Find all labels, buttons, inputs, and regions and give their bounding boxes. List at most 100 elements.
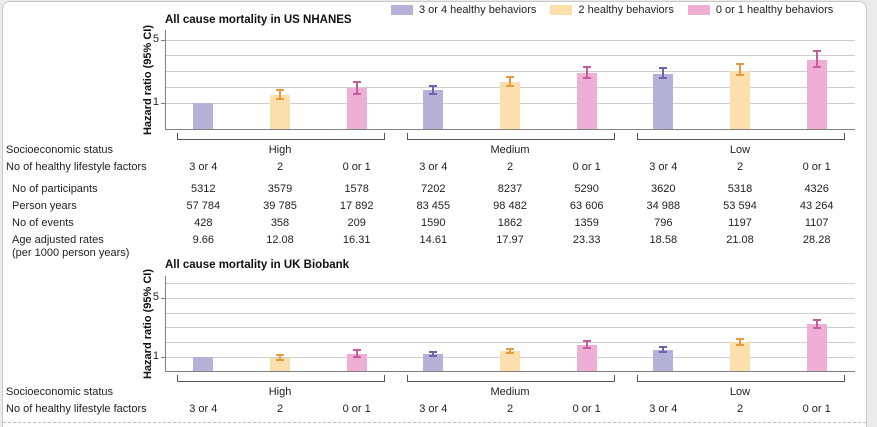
hr-bar xyxy=(423,90,444,130)
ci-cap-top xyxy=(659,67,668,70)
ci-cap-top xyxy=(506,347,514,350)
x-axis-line xyxy=(165,129,855,130)
ci-cap-top xyxy=(352,349,361,351)
legend-swatch-icon xyxy=(391,5,413,15)
ci-whisker xyxy=(355,350,358,357)
table-cell: 1590 xyxy=(421,217,446,229)
table-cell: 0 or 1 xyxy=(342,403,371,415)
ci-cap-bottom xyxy=(736,74,744,77)
hr-bar xyxy=(346,88,367,130)
table-cell: 1197 xyxy=(728,217,752,229)
ci-cap-bottom xyxy=(582,76,591,79)
legend-label: 3 or 4 healthy behaviors xyxy=(419,4,537,16)
ci-cap-top xyxy=(429,351,438,354)
table-cell: 0 or 1 xyxy=(572,161,601,173)
ci-cap-bottom xyxy=(506,352,514,355)
ci-cap-top xyxy=(506,75,514,78)
ci-cap-top xyxy=(352,80,361,83)
group-bracket-high xyxy=(177,133,385,140)
table-cell: 5312 xyxy=(191,183,216,195)
table-cell: 3 or 4 xyxy=(649,403,678,415)
table-cell: 3620 xyxy=(651,183,676,195)
group-bracket-medium xyxy=(407,133,615,140)
chart-title-uk-biobank: All cause mortality in UK Biobank xyxy=(165,259,350,271)
hr-bar xyxy=(270,94,290,130)
table-cell: 12.08 xyxy=(266,234,294,246)
group-bracket-low xyxy=(637,375,845,382)
table-cell: 1359 xyxy=(574,217,599,229)
y-axis-tick xyxy=(161,39,165,41)
hr-bar xyxy=(423,354,444,372)
y-axis-label-uk-biobank: Hazard ratio (95% CI) xyxy=(142,268,154,380)
table-cell: 2 xyxy=(736,403,744,415)
ci-whisker xyxy=(739,64,741,76)
legend-label: 0 or 1 healthy behaviors xyxy=(715,4,834,16)
ci-whisker xyxy=(355,81,358,94)
legend-swatch-icon xyxy=(550,5,573,15)
gridline xyxy=(165,39,855,41)
ses-group-value: Medium xyxy=(490,386,530,398)
chart-legend: 3 or 4 healthy behaviors 2 healthy behavi… xyxy=(391,4,833,16)
table-cell: 0 or 1 xyxy=(572,403,601,415)
table-cell: 5290 xyxy=(574,183,599,195)
ci-cap-bottom xyxy=(582,346,591,349)
ci-cap-bottom xyxy=(276,359,284,362)
ci-cap-top xyxy=(582,339,591,342)
table-row-label: Socioeconomic status xyxy=(6,144,113,156)
table-cell: 0 or 1 xyxy=(342,161,371,173)
table-cell: 23.33 xyxy=(572,234,601,246)
table-cell: 3579 xyxy=(267,183,293,195)
y-axis-tick xyxy=(161,297,165,299)
ci-cap-bottom xyxy=(659,350,668,353)
table-row-label: No of events xyxy=(12,217,74,229)
table-cell: 7202 xyxy=(421,183,446,195)
ci-whisker xyxy=(585,340,588,348)
legend-swatch-icon xyxy=(687,5,710,15)
ci-cap-bottom xyxy=(429,92,438,95)
y-axis-tick-label: 1 xyxy=(152,350,159,363)
x-axis-line xyxy=(165,371,855,372)
table-cell: 3 or 4 xyxy=(419,161,448,173)
table-cell: 98 482 xyxy=(493,200,527,212)
table-cell: 8237 xyxy=(497,183,523,195)
chart-title-us-nhanes: All cause mortality in US NHANES xyxy=(165,14,352,26)
hr-bar xyxy=(346,353,367,372)
ci-whisker xyxy=(585,67,588,78)
y-axis-tick-label: 5 xyxy=(152,290,159,303)
ci-cap-top xyxy=(736,337,744,340)
table-row-label: No of healthy lifestyle factors xyxy=(6,403,147,415)
table-cell: 28.28 xyxy=(802,234,831,246)
table-cell: 2 xyxy=(736,161,744,173)
hr-bar xyxy=(730,342,750,372)
ci-whisker xyxy=(815,319,818,329)
ci-cap-bottom xyxy=(276,98,284,100)
table-row-label: Age adjusted rates xyxy=(12,234,104,246)
table-cell: 43 264 xyxy=(799,200,834,212)
table-cell: 2 xyxy=(506,161,514,173)
ci-whisker xyxy=(432,352,435,357)
ci-cap-bottom xyxy=(429,355,438,358)
ci-cap-top xyxy=(582,66,591,69)
hr-bar xyxy=(806,60,827,130)
ci-cap-bottom xyxy=(659,77,668,80)
table-cell: 83 455 xyxy=(416,200,451,212)
y-axis-line xyxy=(165,276,166,372)
ci-cap-bottom xyxy=(736,344,744,347)
y-axis-tick xyxy=(161,357,165,359)
table-cell: 9.66 xyxy=(192,234,214,246)
ci-whisker xyxy=(432,86,435,94)
gridline xyxy=(165,55,855,57)
legend-entry-1: 2 healthy behaviors xyxy=(550,4,674,16)
table-cell: 16.31 xyxy=(342,234,371,246)
table-cell: 2 xyxy=(506,403,514,415)
table-cell: 1107 xyxy=(804,217,829,229)
table-cell: 21.08 xyxy=(726,234,754,246)
legend-entry-2: 0 or 1 healthy behaviors xyxy=(687,4,834,16)
hr-bar xyxy=(193,357,214,372)
ci-cap-bottom xyxy=(812,327,821,330)
legend-entry-0: 3 or 4 healthy behaviors xyxy=(391,4,536,16)
